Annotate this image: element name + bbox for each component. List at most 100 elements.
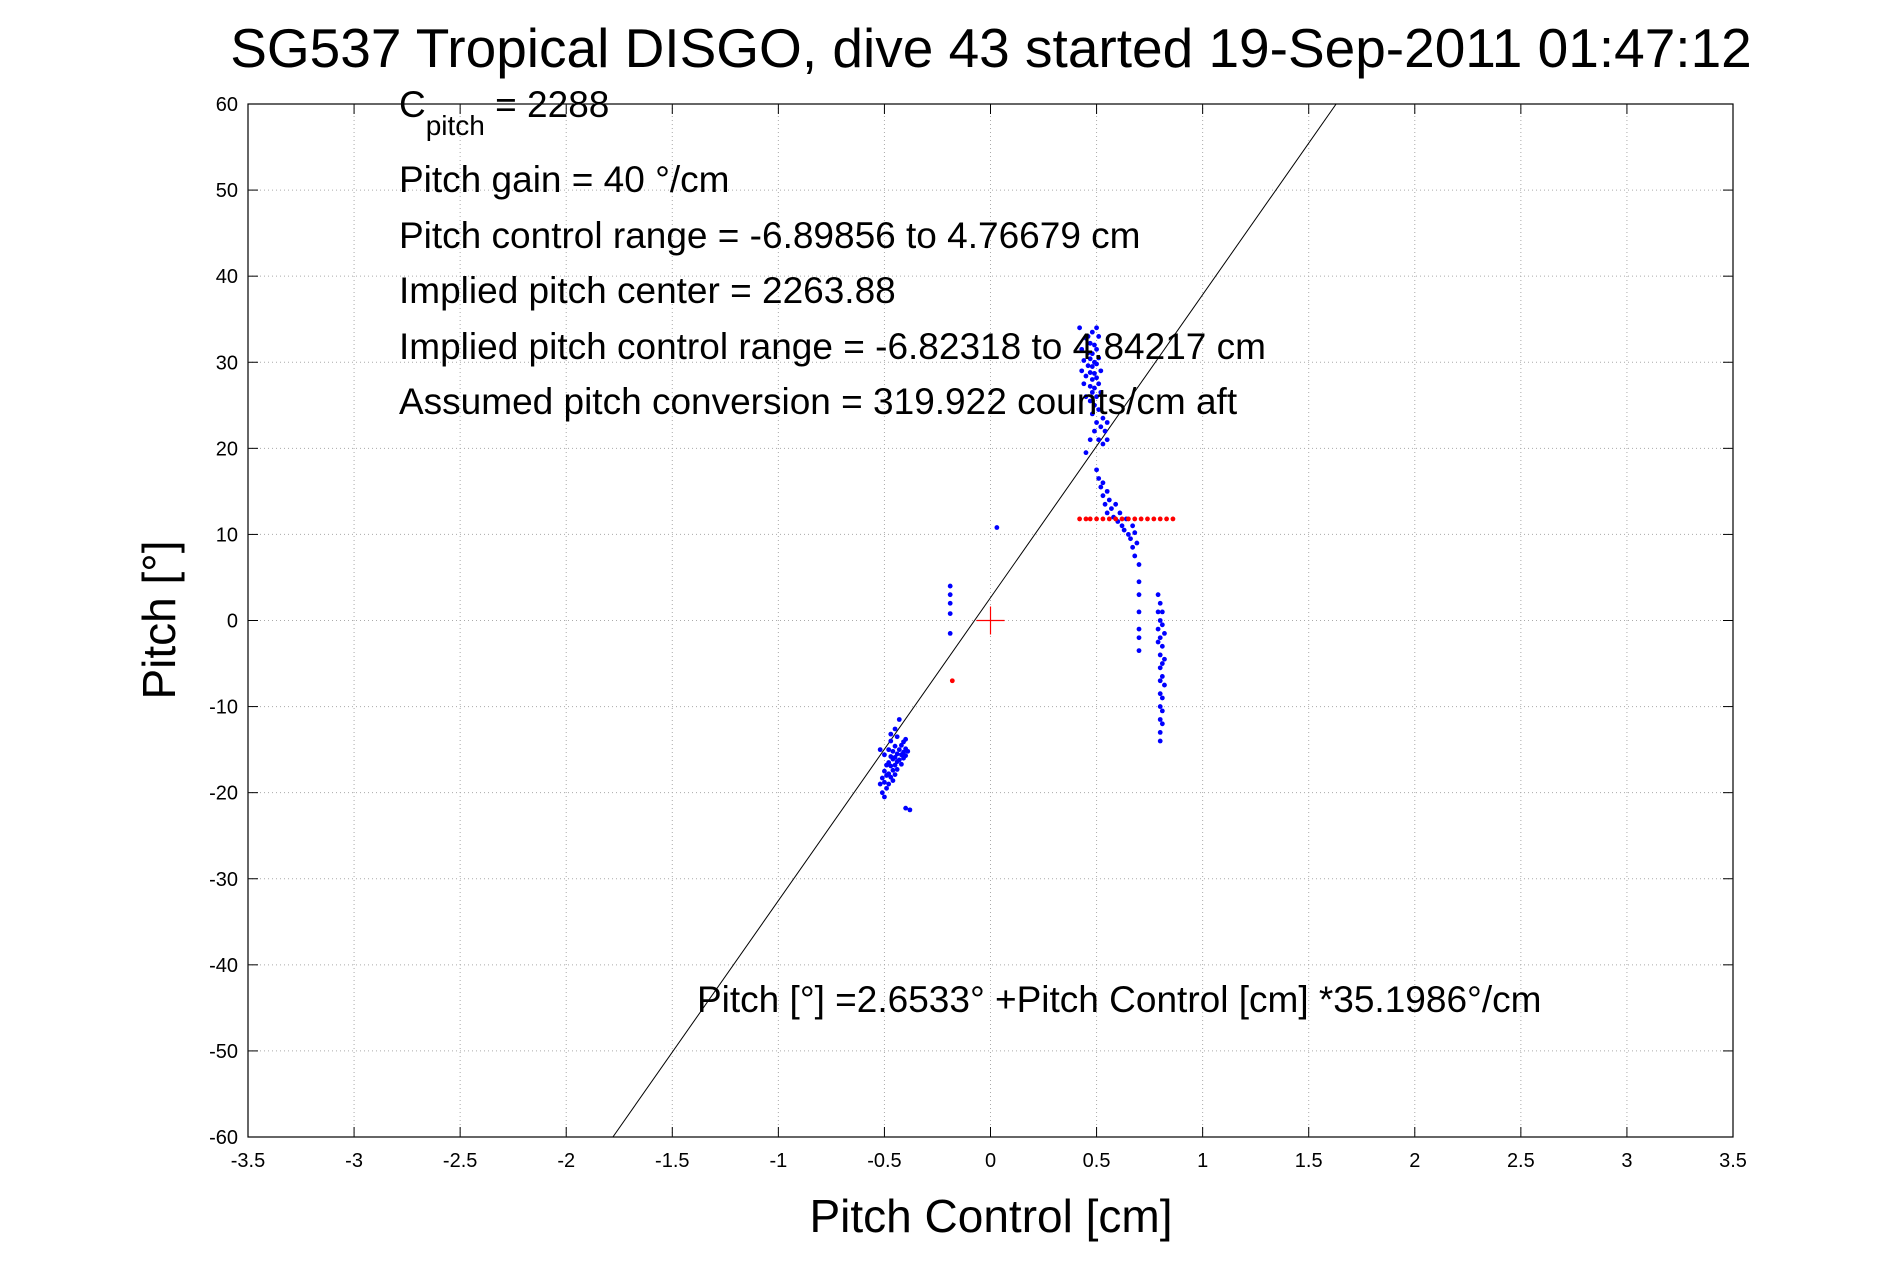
data-point bbox=[1136, 626, 1142, 632]
data-point bbox=[1083, 450, 1089, 456]
y-tick-label: 30 bbox=[216, 352, 238, 374]
data-point bbox=[879, 790, 885, 796]
fit-line bbox=[612, 104, 1337, 1137]
data-point bbox=[1159, 695, 1165, 701]
data-point bbox=[1096, 334, 1102, 339]
data-point bbox=[1083, 394, 1089, 400]
data-point bbox=[1132, 553, 1138, 559]
data-point bbox=[1136, 592, 1142, 598]
x-tick-label: -0.5 bbox=[867, 1150, 901, 1172]
data-point bbox=[1159, 661, 1165, 666]
data-point bbox=[1094, 394, 1099, 400]
data-point bbox=[1089, 329, 1095, 335]
data-point bbox=[1096, 381, 1102, 387]
data-layer bbox=[612, 104, 1337, 1137]
data-point bbox=[1155, 626, 1161, 632]
y-tick-label: 10 bbox=[216, 524, 238, 546]
data-point bbox=[1087, 383, 1093, 389]
data-point bbox=[1155, 609, 1161, 615]
data-point bbox=[890, 748, 896, 754]
annotation-pitch-control-range: Pitch control range = -6.89856 to 4.7667… bbox=[399, 215, 1141, 256]
data-point bbox=[1136, 562, 1142, 567]
data-point bbox=[1130, 523, 1136, 529]
data-point bbox=[888, 731, 894, 737]
data-point bbox=[903, 805, 909, 811]
data-point bbox=[879, 775, 885, 781]
data-point bbox=[1159, 609, 1165, 615]
data-point bbox=[1092, 342, 1097, 348]
data-point bbox=[894, 767, 900, 772]
y-tick-label: -40 bbox=[209, 955, 238, 977]
data-point bbox=[1094, 346, 1099, 352]
data-point bbox=[882, 768, 887, 774]
data-point bbox=[947, 600, 953, 606]
data-point bbox=[886, 781, 892, 787]
c-pitch-symbol: C bbox=[399, 84, 426, 125]
data-point bbox=[1159, 721, 1165, 727]
data-point bbox=[886, 760, 892, 765]
data-point bbox=[1102, 501, 1108, 507]
data-point bbox=[892, 772, 898, 777]
data-point bbox=[890, 778, 896, 784]
data-point bbox=[1079, 368, 1085, 374]
data-point bbox=[896, 747, 902, 753]
data-point bbox=[1170, 516, 1176, 522]
data-point bbox=[1134, 540, 1140, 546]
annotation-assumed-conversion: Assumed pitch conversion = 319.922 count… bbox=[399, 381, 1238, 422]
data-point bbox=[1096, 407, 1102, 412]
data-point bbox=[1109, 506, 1114, 511]
data-point bbox=[892, 754, 898, 760]
data-point bbox=[1096, 437, 1102, 443]
data-point bbox=[1094, 325, 1099, 331]
data-point bbox=[899, 742, 904, 748]
annotation-implied-range: Implied pitch control range = -6.82318 t… bbox=[399, 326, 1266, 367]
data-point bbox=[1087, 340, 1093, 346]
x-tick-label: 3.5 bbox=[1719, 1150, 1747, 1172]
x-tick-label: -3 bbox=[345, 1150, 363, 1172]
data-point bbox=[896, 717, 902, 722]
data-point bbox=[1157, 516, 1163, 522]
data-point bbox=[1089, 389, 1095, 395]
x-axis-label: Pitch Control [cm] bbox=[810, 1190, 1173, 1242]
data-point bbox=[1113, 501, 1119, 507]
data-point bbox=[1094, 467, 1099, 473]
data-point bbox=[1159, 622, 1165, 628]
data-point bbox=[949, 678, 955, 684]
data-point bbox=[1089, 364, 1095, 369]
x-tick-label: 2.5 bbox=[1507, 1150, 1535, 1172]
data-point bbox=[896, 757, 902, 763]
data-point bbox=[1157, 717, 1163, 722]
data-point bbox=[1155, 639, 1161, 645]
data-point bbox=[1155, 592, 1161, 598]
data-point bbox=[1159, 643, 1165, 649]
data-point bbox=[1089, 411, 1095, 417]
x-tick-label: 0.5 bbox=[1083, 1150, 1111, 1172]
data-point bbox=[888, 774, 894, 780]
y-tick-label: -30 bbox=[209, 869, 238, 891]
y-axis-label: Pitch [°] bbox=[133, 540, 185, 699]
data-point bbox=[1087, 398, 1093, 404]
x-tick-label: 1 bbox=[1197, 1150, 1208, 1172]
data-point bbox=[1104, 510, 1110, 516]
data-point bbox=[1081, 358, 1087, 363]
y-tick-label: -20 bbox=[209, 783, 238, 805]
data-point bbox=[1136, 648, 1142, 654]
data-point bbox=[1085, 363, 1091, 369]
x-tick-label: -2 bbox=[557, 1150, 575, 1172]
data-point bbox=[882, 779, 887, 785]
data-point bbox=[1094, 420, 1099, 425]
data-point bbox=[901, 749, 906, 755]
x-tick-label: -1.5 bbox=[655, 1150, 689, 1172]
data-point bbox=[1085, 334, 1091, 339]
annotation-pitch-gain: Pitch gain = 40 °/cm bbox=[399, 159, 730, 200]
data-point bbox=[1094, 516, 1099, 522]
data-point bbox=[1098, 368, 1104, 374]
data-point bbox=[1151, 516, 1157, 522]
data-point bbox=[1087, 370, 1093, 375]
data-point bbox=[882, 794, 887, 800]
y-tick-label: -60 bbox=[209, 1127, 238, 1149]
series-0 bbox=[877, 325, 1167, 813]
data-point bbox=[947, 631, 953, 636]
data-point bbox=[1157, 704, 1163, 709]
